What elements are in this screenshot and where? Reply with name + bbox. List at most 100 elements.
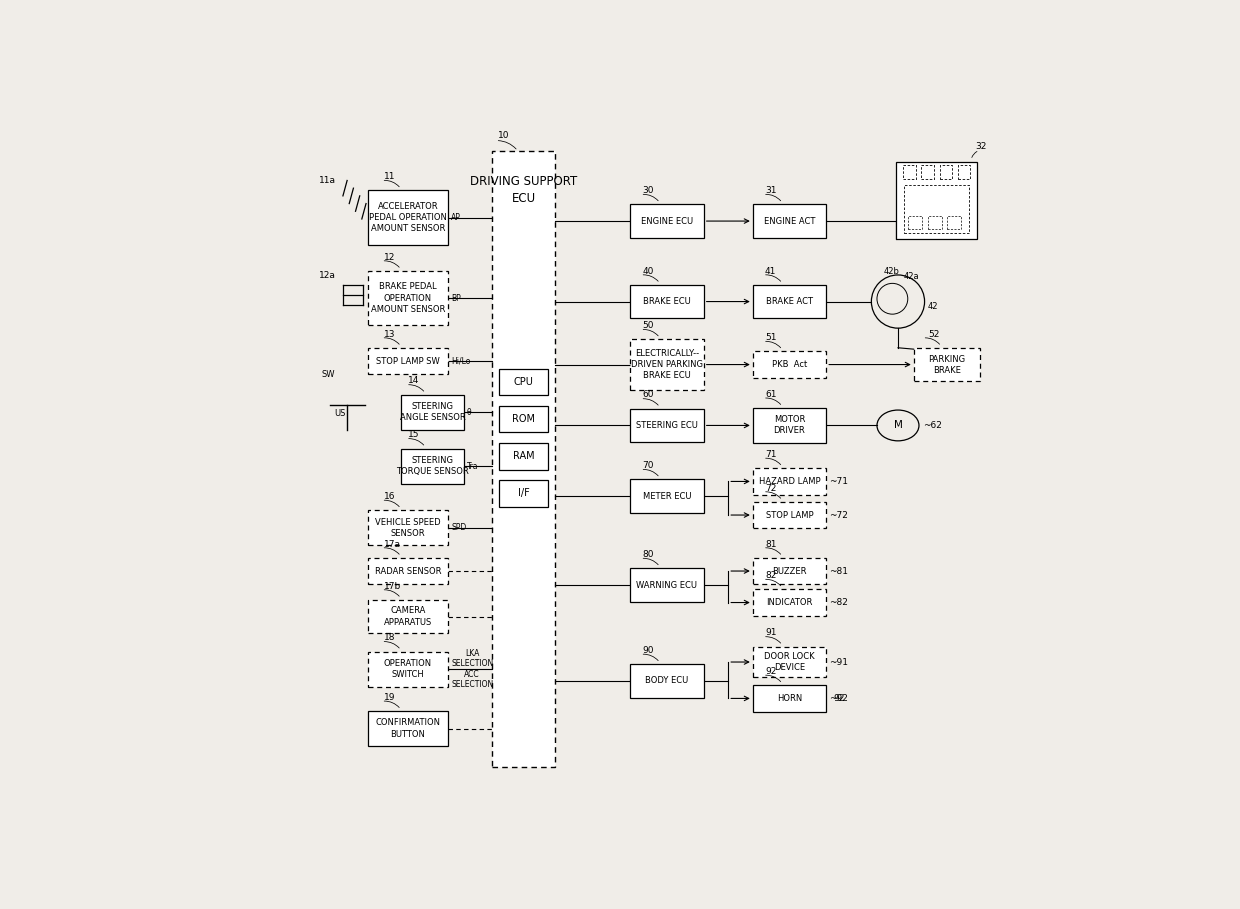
Text: BUZZER: BUZZER [773, 566, 807, 575]
Text: WARNING ECU: WARNING ECU [636, 581, 697, 590]
Text: 12a: 12a [319, 272, 336, 281]
FancyBboxPatch shape [753, 589, 826, 615]
Text: STOP LAMP: STOP LAMP [765, 511, 813, 520]
Text: 31: 31 [765, 186, 776, 195]
FancyBboxPatch shape [498, 480, 548, 506]
FancyBboxPatch shape [753, 558, 826, 584]
FancyBboxPatch shape [498, 405, 548, 433]
Text: US: US [335, 409, 346, 417]
FancyBboxPatch shape [753, 502, 826, 528]
Text: 92: 92 [765, 667, 776, 676]
Text: BP: BP [451, 294, 461, 303]
FancyBboxPatch shape [498, 443, 548, 470]
Text: INDICATOR: INDICATOR [766, 598, 812, 607]
Text: ~92: ~92 [830, 694, 848, 703]
Text: MOTOR
DRIVER: MOTOR DRIVER [774, 415, 805, 435]
Text: PARKING
BRAKE: PARKING BRAKE [929, 355, 966, 375]
FancyBboxPatch shape [401, 395, 464, 430]
FancyBboxPatch shape [753, 285, 826, 318]
FancyBboxPatch shape [630, 409, 704, 443]
FancyBboxPatch shape [368, 190, 449, 245]
Text: I/F: I/F [517, 488, 529, 498]
Text: 12: 12 [383, 253, 394, 262]
Text: 11: 11 [383, 172, 396, 181]
Text: HORN: HORN [776, 694, 802, 703]
Text: 91: 91 [765, 628, 776, 637]
FancyBboxPatch shape [368, 652, 449, 686]
Text: 42: 42 [928, 302, 937, 311]
FancyBboxPatch shape [947, 216, 961, 229]
Text: 80: 80 [642, 550, 653, 559]
Text: θ: θ [466, 407, 471, 416]
Text: LKA
SELECTION
ACC
SELECTION: LKA SELECTION ACC SELECTION [451, 649, 494, 689]
FancyBboxPatch shape [753, 205, 826, 238]
FancyBboxPatch shape [401, 448, 464, 484]
Text: 14: 14 [408, 376, 419, 385]
Text: 82: 82 [765, 571, 776, 580]
Text: ~71: ~71 [830, 477, 848, 486]
Text: SW: SW [322, 370, 336, 379]
Text: 18: 18 [383, 634, 396, 643]
Text: SPD: SPD [451, 524, 466, 532]
Text: BRAKE ACT: BRAKE ACT [766, 297, 813, 306]
Text: AP: AP [451, 213, 461, 222]
Text: 17a: 17a [383, 540, 401, 548]
Text: 32: 32 [976, 142, 987, 151]
Text: CPU: CPU [513, 377, 533, 387]
FancyBboxPatch shape [921, 165, 934, 179]
Text: 92: 92 [833, 694, 844, 703]
Text: 42b: 42b [884, 266, 900, 275]
Text: 51: 51 [765, 333, 776, 342]
Text: BRAKE ECU: BRAKE ECU [644, 297, 691, 306]
FancyBboxPatch shape [897, 162, 977, 238]
Text: 72: 72 [765, 484, 776, 493]
FancyBboxPatch shape [630, 205, 704, 238]
Text: METER ECU: METER ECU [642, 492, 691, 501]
FancyBboxPatch shape [492, 151, 556, 767]
FancyBboxPatch shape [904, 185, 968, 233]
Text: ~72: ~72 [830, 511, 848, 520]
FancyBboxPatch shape [368, 271, 449, 325]
Text: STEERING
TORQUE SENSOR: STEERING TORQUE SENSOR [396, 456, 469, 476]
Text: 10: 10 [497, 132, 510, 141]
Text: 71: 71 [765, 450, 776, 459]
Text: M: M [894, 421, 903, 431]
Text: CONFIRMATION
BUTTON: CONFIRMATION BUTTON [376, 718, 440, 739]
Text: Hi/Lo: Hi/Lo [451, 356, 470, 365]
Text: STEERING ECU: STEERING ECU [636, 421, 698, 430]
FancyBboxPatch shape [498, 369, 548, 395]
FancyBboxPatch shape [368, 510, 449, 545]
Text: 42a: 42a [904, 272, 919, 281]
FancyBboxPatch shape [368, 348, 449, 375]
FancyBboxPatch shape [753, 408, 826, 443]
FancyBboxPatch shape [630, 568, 704, 602]
Text: ENGINE ECU: ENGINE ECU [641, 216, 693, 225]
FancyBboxPatch shape [914, 348, 980, 382]
Text: PKB  Act: PKB Act [771, 360, 807, 369]
Text: ~91: ~91 [830, 657, 848, 666]
Text: RAM: RAM [512, 451, 534, 461]
Text: VEHICLE SPEED
SENSOR: VEHICLE SPEED SENSOR [376, 517, 441, 538]
FancyBboxPatch shape [928, 216, 941, 229]
FancyBboxPatch shape [630, 285, 704, 318]
Text: 19: 19 [383, 693, 396, 702]
FancyBboxPatch shape [940, 165, 952, 179]
Text: STOP LAMP SW: STOP LAMP SW [376, 356, 440, 365]
FancyBboxPatch shape [630, 479, 704, 513]
FancyBboxPatch shape [630, 339, 704, 390]
FancyBboxPatch shape [753, 351, 826, 378]
Text: 61: 61 [765, 390, 776, 399]
Text: 40: 40 [642, 266, 653, 275]
Text: ROM: ROM [512, 415, 534, 425]
Text: Tra: Tra [466, 462, 479, 471]
Text: 30: 30 [642, 186, 653, 195]
Text: 60: 60 [642, 391, 653, 399]
Text: ACCELERATOR
PEDAL OPERATION
AMOUNT SENSOR: ACCELERATOR PEDAL OPERATION AMOUNT SENSO… [370, 202, 446, 234]
Text: 90: 90 [642, 646, 653, 654]
FancyBboxPatch shape [368, 600, 449, 634]
Text: ENGINE ACT: ENGINE ACT [764, 216, 815, 225]
Text: 13: 13 [383, 330, 396, 338]
FancyBboxPatch shape [753, 468, 826, 494]
FancyBboxPatch shape [908, 216, 923, 229]
Text: RADAR SENSOR: RADAR SENSOR [374, 566, 441, 575]
